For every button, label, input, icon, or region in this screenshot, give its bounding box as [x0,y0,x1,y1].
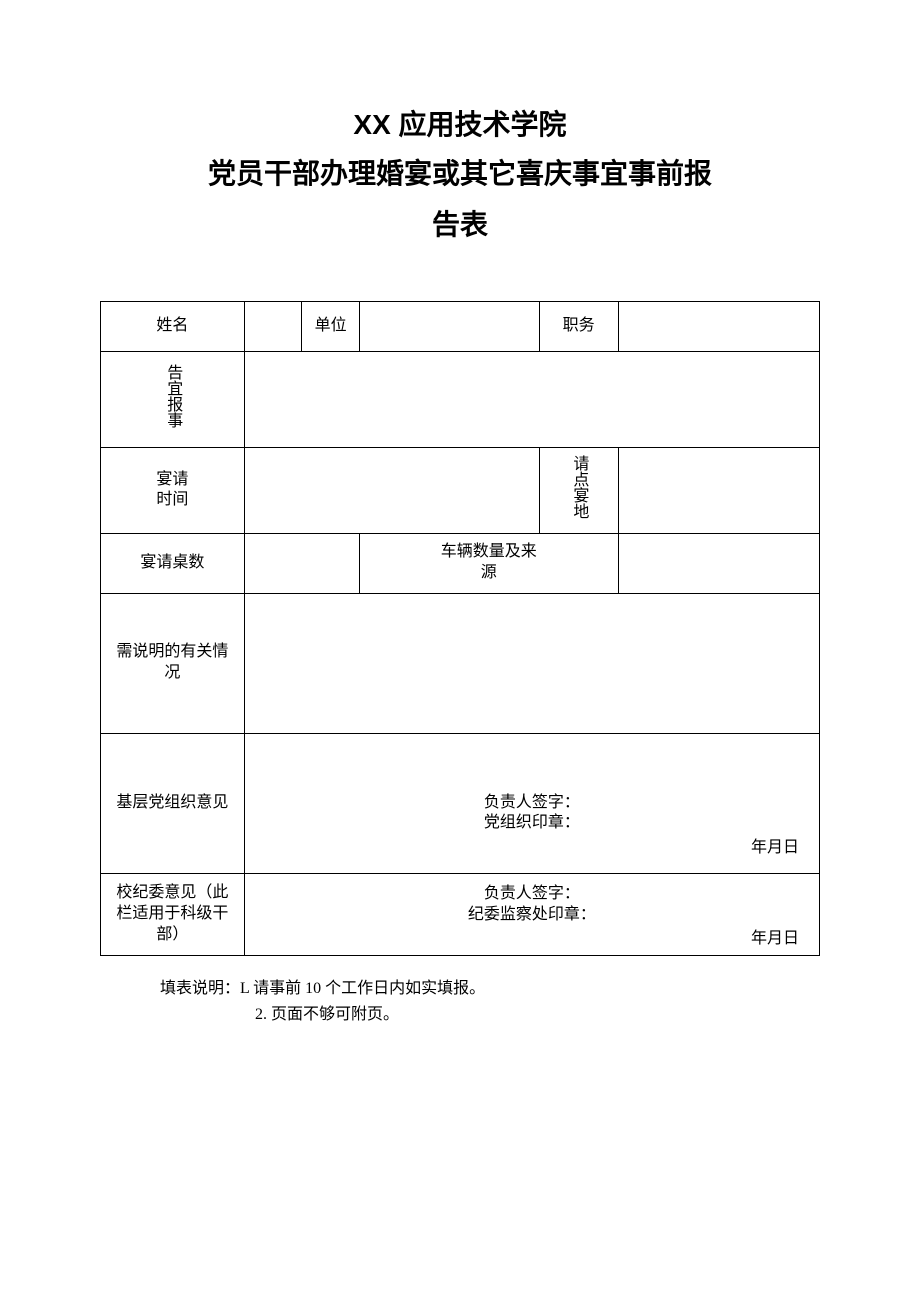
table-row: 校纪委意见（此 栏适用于科级干 部） 负责人签字： 纪委监察处印章： 年月日 [101,873,820,955]
note-line-1: 填表说明：L 请事前 10 个工作日内如实填报。 [160,976,820,1002]
field-position-value[interactable] [618,302,819,352]
label-vehicle-info: 车辆数量及来 源 [359,533,618,593]
date-label-2: 年月日 [265,929,799,950]
table-row: 宴请桌数 车辆数量及来 源 [101,533,820,593]
note-line-2: 2. 页面不够可附页。 [160,1002,820,1028]
table-row: 告宜报事 [101,352,820,448]
field-discipline-opinion[interactable]: 负责人签字： 纪委监察处印章： 年月日 [244,873,819,955]
field-banquet-time-value[interactable] [244,447,539,533]
field-grassroots-opinion[interactable]: 负责人签字： 党组织印章： 年月日 [244,733,819,873]
label-table-count: 宴请桌数 [101,533,245,593]
table-row: 姓名 单位 职务 [101,302,820,352]
responsible-sign-label: 负责人签字： [265,793,799,814]
discipline-seal-label: 纪委监察处印章： [265,905,799,926]
responsible-sign-label-2: 负责人签字： [265,884,799,905]
field-name-value[interactable] [244,302,302,352]
field-unit-value[interactable] [359,302,539,352]
title-line-3: 告表 [100,201,820,251]
label-discipline-opinion: 校纪委意见（此 栏适用于科级干 部） [101,873,245,955]
field-additional-info-value[interactable] [244,593,819,733]
title-line-2: 党员干部办理婚宴或其它喜庆事宜事前报 [100,150,820,200]
table-row: 需说明的有关情 况 [101,593,820,733]
label-report-matter: 告宜报事 [101,352,245,448]
field-vehicle-info-value[interactable] [618,533,819,593]
report-matter-text: 告宜报事 [164,356,182,436]
party-seal-label: 党组织印章： [265,813,799,834]
title-line-1: XX 应用技术学院 [100,100,820,150]
report-form-table: 姓名 单位 职务 告宜报事 宴请 时间 请点宴地 宴请桌数 车辆数量及来 源 需… [100,301,820,956]
table-row: 宴请 时间 请点宴地 [101,447,820,533]
document-title: XX 应用技术学院 党员干部办理婚宴或其它喜庆事宜事前报 告表 [100,100,820,251]
label-name: 姓名 [101,302,245,352]
table-row: 基层党组织意见 负责人签字： 党组织印章： 年月日 [101,733,820,873]
label-position: 职务 [539,302,618,352]
date-label: 年月日 [265,838,799,859]
field-banquet-place-value[interactable] [618,447,819,533]
label-grassroots-opinion: 基层党组织意见 [101,733,245,873]
field-report-matter-value[interactable] [244,352,819,448]
label-banquet-time: 宴请 时间 [101,447,245,533]
form-notes: 填表说明：L 请事前 10 个工作日内如实填报。 2. 页面不够可附页。 [100,976,820,1027]
banquet-place-text: 请点宴地 [570,452,588,522]
field-table-count-value[interactable] [244,533,359,593]
label-unit: 单位 [302,302,360,352]
label-banquet-place: 请点宴地 [539,447,618,533]
label-additional-info: 需说明的有关情 况 [101,593,245,733]
